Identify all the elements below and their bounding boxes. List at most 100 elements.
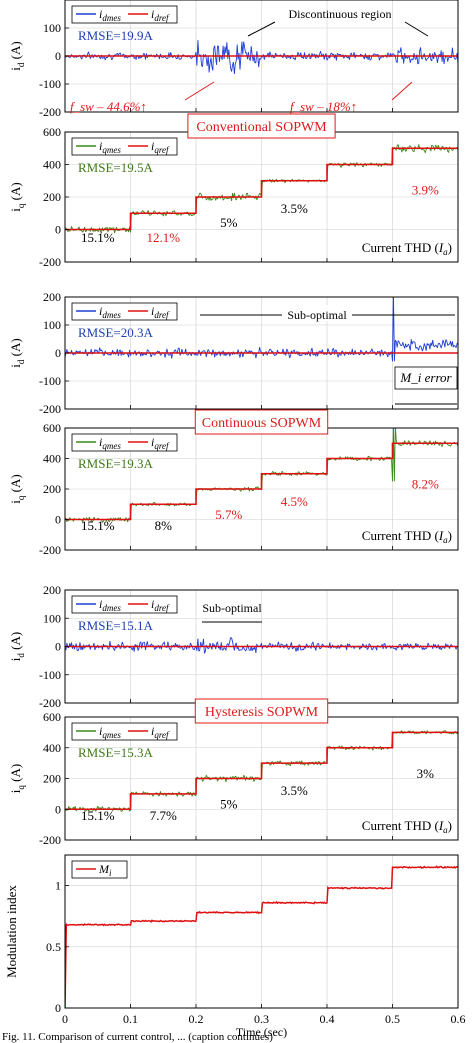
annotation-text: Discontinuous region xyxy=(289,7,392,21)
y-tick-label: 0.5 xyxy=(46,940,61,954)
legend-main: i xyxy=(151,435,154,449)
thd-close: ) xyxy=(448,528,452,543)
series-i_qref xyxy=(65,147,458,231)
annotation-bg xyxy=(282,305,352,321)
ylabel-main: i xyxy=(8,67,23,71)
legend-main: i xyxy=(99,435,102,449)
plot-area xyxy=(65,40,458,74)
legend-label: idmes xyxy=(99,597,121,613)
legend-box xyxy=(71,302,178,321)
thd-value: 5% xyxy=(220,215,238,230)
thd-legend: Current THD (Ia) xyxy=(362,818,452,835)
ylabel-main: i xyxy=(8,364,23,368)
figure-caption: Fig. 11. Comparison of current control, … xyxy=(2,1031,273,1043)
legend-main: i xyxy=(151,724,154,738)
x-tick-label: 0.1 xyxy=(123,1012,138,1026)
legend-sub: dref xyxy=(154,13,170,23)
y-tick-label: 600 xyxy=(43,125,61,139)
ylabel-unit: (A) xyxy=(8,182,23,203)
x-tick-label: 0.2 xyxy=(189,1012,204,1026)
legend-label: iqmes xyxy=(99,139,121,155)
annotation-text: Sub-optimal xyxy=(287,308,347,322)
rmse-label: RMSE=19.5A xyxy=(78,160,153,175)
legend-sub: dref xyxy=(154,603,170,613)
legend-main: i xyxy=(99,304,102,318)
thd-value: 12.1% xyxy=(146,230,180,245)
rmse-label: RMSE=19.3A xyxy=(78,456,153,471)
legend-label: iqref xyxy=(151,724,170,740)
thd-value: 15.1% xyxy=(81,808,115,823)
annotation-arrow xyxy=(404,21,429,37)
legend-label: iqref xyxy=(151,435,170,451)
legend-sub: qref xyxy=(154,730,170,740)
ylabel-sub: d xyxy=(16,653,26,658)
thd-close: ) xyxy=(448,240,452,255)
y-tick-label: 200 xyxy=(43,772,61,786)
legend: idmes idref xyxy=(71,5,178,24)
series-M_i xyxy=(65,865,458,1008)
method-title: Hysteresis SOPWM xyxy=(205,705,319,720)
thd-sub: a xyxy=(443,825,448,835)
thd-value: 3.9% xyxy=(412,183,439,198)
y-axis-label: iq (A) xyxy=(8,764,26,793)
legend-sub: dmes xyxy=(102,13,121,23)
legend-main: i xyxy=(151,139,154,153)
method-title-box xyxy=(187,113,336,139)
legend: idmes idref xyxy=(71,595,178,614)
thd-value: 3.5% xyxy=(281,783,308,798)
thd-value: 3% xyxy=(417,766,435,781)
legend-sub: qref xyxy=(154,145,170,155)
y-tick-label: 100 xyxy=(43,318,61,332)
rmse-label: RMSE=15.1A xyxy=(78,618,153,633)
y-tick-label: 0 xyxy=(55,1001,61,1015)
legend-main: i xyxy=(151,7,154,21)
ylabel-main: i xyxy=(8,657,23,661)
rmse-label: RMSE=20.3A xyxy=(78,325,153,340)
x-axis-label: Time (sec) xyxy=(236,1025,287,1039)
legend-sub: dmes xyxy=(102,603,121,613)
legend-box xyxy=(71,722,178,741)
legend-main: i xyxy=(151,304,154,318)
thd-value: 3.5% xyxy=(281,201,308,216)
annotation-fsw2: f_sw – 18%↑ xyxy=(290,99,357,114)
y-tick-label: 0 xyxy=(55,640,61,654)
ylabel-main: i xyxy=(8,789,23,793)
legend-sub: qmes xyxy=(102,730,121,740)
y-tick-label: 0 xyxy=(55,346,61,360)
y-tick-label: -200 xyxy=(39,105,61,119)
legend-box xyxy=(71,433,178,452)
legend-main: M xyxy=(98,862,110,876)
x-tick-label: 0.4 xyxy=(320,1012,335,1026)
method-title-box xyxy=(194,698,329,724)
legend-box xyxy=(71,595,178,614)
legend-label: idmes xyxy=(99,7,121,23)
legend-label: iqref xyxy=(151,139,170,155)
legend-sub: qmes xyxy=(102,441,121,451)
ylabel-unit: (A) xyxy=(8,474,23,495)
ylabel-unit: (A) xyxy=(8,338,23,359)
annotation-mi: M_i error xyxy=(399,370,452,385)
thd-value: 5.7% xyxy=(215,507,242,522)
y-axis-label: id (A) xyxy=(8,41,26,70)
y-tick-label: -100 xyxy=(39,668,61,682)
y-tick-label: -200 xyxy=(39,255,61,269)
legend-label: idref xyxy=(151,7,170,23)
y-tick-label: 600 xyxy=(43,421,61,435)
x-tick-label: 0 xyxy=(62,1012,68,1026)
y-tick-label: 400 xyxy=(43,452,61,466)
legend-sub: qmes xyxy=(102,145,121,155)
ylabel-unit: (A) xyxy=(8,764,23,785)
y-tick-label: 200 xyxy=(43,482,61,496)
plot-area xyxy=(65,297,458,362)
thd-legend: Current THD (Ia) xyxy=(362,528,452,545)
legend-label: idmes xyxy=(99,304,121,320)
legend-label: iqmes xyxy=(99,435,121,451)
annotation-arrow xyxy=(391,81,413,101)
x-tick-label: 0.5 xyxy=(385,1012,400,1026)
y-axis-label: iq (A) xyxy=(8,182,26,211)
y-tick-label: 0 xyxy=(55,223,61,237)
thd-sub: a xyxy=(443,535,448,545)
y-tick-label: 200 xyxy=(43,290,61,304)
annotation-arrow xyxy=(247,21,276,37)
